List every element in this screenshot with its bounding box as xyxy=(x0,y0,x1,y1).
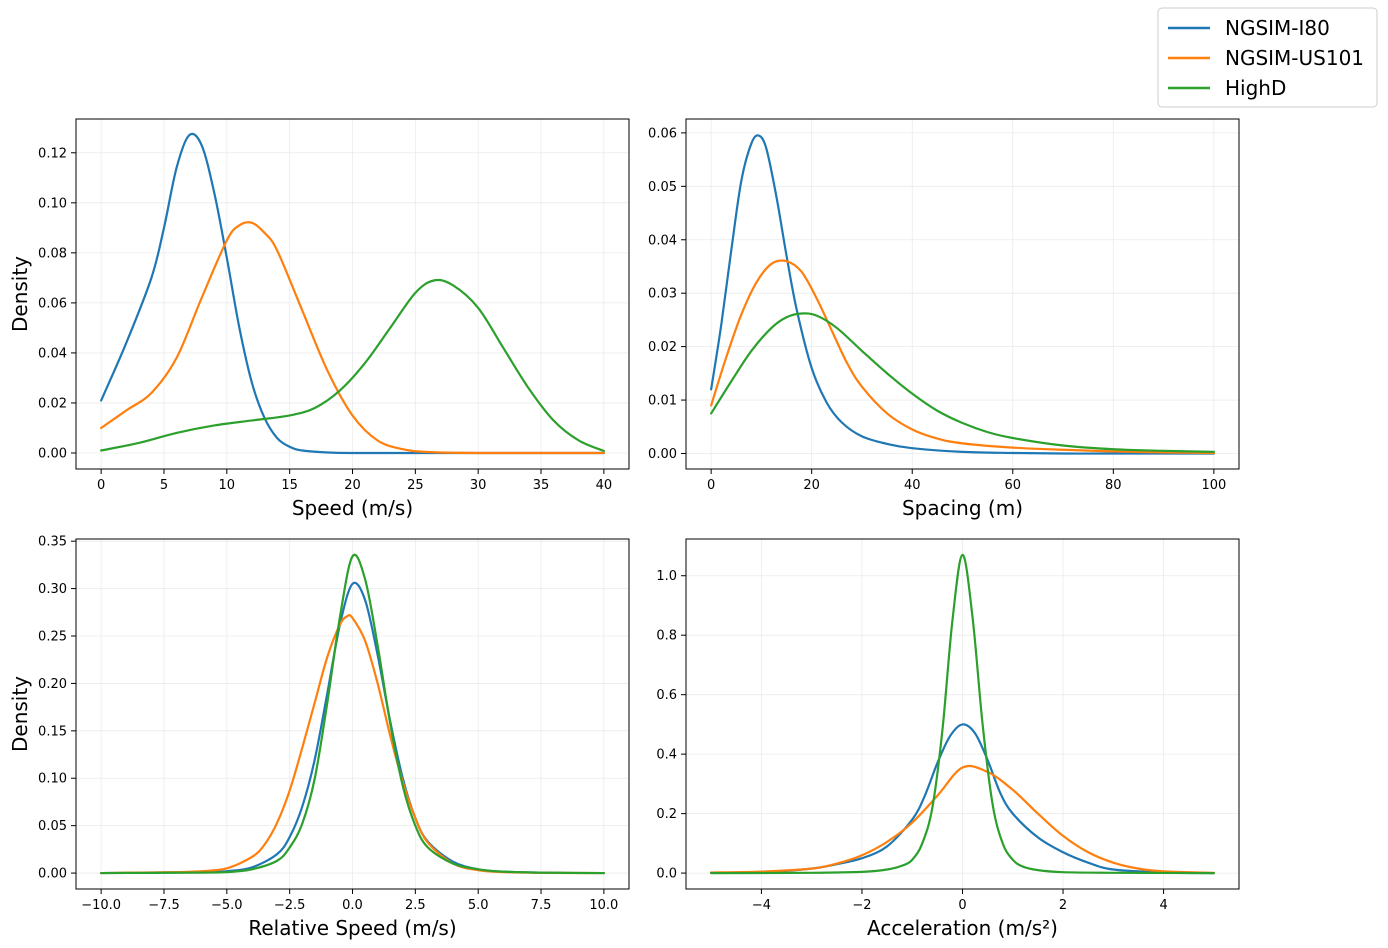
y-tick-label: 0.0 xyxy=(656,867,677,882)
x-tick-label: 35 xyxy=(533,478,550,493)
x-tick-label: 2 xyxy=(1059,898,1067,913)
y-tick-label: 0.06 xyxy=(648,126,677,141)
y-tick-label: 0.12 xyxy=(38,146,67,161)
y-tick-label: 0.6 xyxy=(656,688,677,703)
x-tick-label: 10.0 xyxy=(589,898,618,913)
y-tick-label: 0.00 xyxy=(38,867,67,882)
y-tick-label: 0.15 xyxy=(38,724,67,739)
y-tick-label: 0.04 xyxy=(648,233,677,248)
y-tick-label: 0.00 xyxy=(648,447,677,462)
x-tick-label: 100 xyxy=(1201,478,1226,493)
x-tick-label: 0 xyxy=(958,898,966,913)
y-tick-label: 0.02 xyxy=(38,396,67,411)
x-tick-label: 2.5 xyxy=(405,898,426,913)
x-tick-label: 7.5 xyxy=(531,898,552,913)
x-tick-label: −7.5 xyxy=(148,898,180,913)
series-line-highd xyxy=(710,312,1215,453)
series-line-highd xyxy=(100,278,605,453)
y-tick-label: 0.35 xyxy=(38,535,67,550)
legend-label-highd: HighD xyxy=(1225,76,1286,100)
y-tick-label: 0.8 xyxy=(656,629,677,644)
y-axis-label: Density xyxy=(8,676,32,752)
y-tick-label: 0.01 xyxy=(648,394,677,409)
x-tick-label: −4 xyxy=(752,898,771,913)
y-tick-label: 1.0 xyxy=(656,569,677,584)
x-tick-label: 25 xyxy=(407,478,424,493)
y-tick-label: 0.2 xyxy=(656,807,677,822)
series-line-ngsim-us101 xyxy=(710,764,1215,874)
y-axis-label: Density xyxy=(8,256,32,332)
series-line-highd xyxy=(100,553,605,875)
y-tick-label: 0.25 xyxy=(38,630,67,645)
x-tick-label: −5.0 xyxy=(211,898,243,913)
x-axis-label: Acceleration (m/s²) xyxy=(867,916,1058,940)
legend-box xyxy=(1157,7,1378,108)
series-line-ngsim-i80 xyxy=(710,723,1215,875)
y-tick-label: 0.05 xyxy=(648,180,677,195)
x-tick-label: −10.0 xyxy=(81,898,121,913)
x-tick-label: 5.0 xyxy=(468,898,489,913)
series-line-ngsim-i80 xyxy=(710,134,1215,455)
x-tick-label: 0 xyxy=(97,478,105,493)
x-tick-label: 20 xyxy=(344,478,361,493)
subplot-3: −10.0 −7.5 −5.0 −2.5 0.0 2.5 5.0 7.5 10.0 0.00 0.0… xyxy=(8,535,630,940)
legend-label-ngsim-us101: NGSIM-US101 xyxy=(1225,46,1364,70)
legend-label-ngsim-i80: NGSIM-I80 xyxy=(1225,16,1330,40)
y-tick-label: 0.02 xyxy=(648,340,677,355)
subplot-1: 0 5 10 15 20 25 30 35 40 0.00 0.02 0.04 0.06 0.08 0.10… xyxy=(8,118,630,520)
x-tick-label: 20 xyxy=(803,478,820,493)
x-tick-label: 5 xyxy=(160,478,168,493)
y-tick-label: 0.20 xyxy=(38,677,67,692)
y-tick-label: 0.04 xyxy=(38,346,67,361)
y-tick-label: 0.4 xyxy=(656,748,677,763)
x-tick-label: 10 xyxy=(219,478,236,493)
x-tick-label: 15 xyxy=(281,478,298,493)
x-tick-label: 0.0 xyxy=(342,898,363,913)
axes-frame xyxy=(685,118,1240,470)
y-tick-label: 0.08 xyxy=(38,246,67,261)
x-tick-label: 40 xyxy=(904,478,921,493)
x-tick-label: −2 xyxy=(852,898,871,913)
y-tick-label: 0.03 xyxy=(648,287,677,302)
series-line-ngsim-us101 xyxy=(710,259,1215,455)
x-tick-label: 60 xyxy=(1004,478,1021,493)
legend: NGSIM-I80 NGSIM-US101 HighD xyxy=(1157,7,1378,108)
x-tick-label: −2.5 xyxy=(274,898,306,913)
y-tick-label: 0.00 xyxy=(38,446,67,461)
y-tick-label: 0.10 xyxy=(38,196,67,211)
series-line-ngsim-us101 xyxy=(100,221,605,455)
y-tick-label: 0.06 xyxy=(38,296,67,311)
x-axis-label: Relative Speed (m/s) xyxy=(248,916,456,940)
x-axis-label: Spacing (m) xyxy=(902,496,1023,520)
series-line-highd xyxy=(710,553,1215,875)
y-tick-label: 0.10 xyxy=(38,772,67,787)
y-tick-label: 0.30 xyxy=(38,582,67,597)
y-tick-label: 0.05 xyxy=(38,819,67,834)
x-tick-label: 0 xyxy=(707,478,715,493)
subplot-4: −4 −2 0 2 4 0.0 0.2 0.4 0.6 0.8 1.0 Acceleration (m… xyxy=(656,538,1240,940)
series-line-ngsim-i80 xyxy=(100,132,605,455)
x-tick-label: 30 xyxy=(470,478,487,493)
x-tick-label: 40 xyxy=(596,478,613,493)
subplot-2: 0 20 40 60 80 100 0.00 0.01 0.02 0.03 0.04 0.05 0.06… xyxy=(648,118,1240,520)
x-tick-label: 4 xyxy=(1159,898,1167,913)
x-axis-label: Speed (m/s) xyxy=(292,496,413,520)
x-tick-label: 80 xyxy=(1105,478,1122,493)
